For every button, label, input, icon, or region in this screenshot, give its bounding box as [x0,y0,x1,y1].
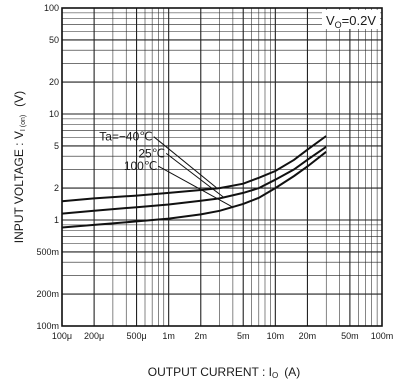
series-label: 100℃ [124,159,158,173]
series-label: Ta=−40℃ [99,130,153,144]
y-tick-label: 2 [54,183,59,193]
y-tick-label: 100 [44,3,59,13]
x-tick-label: 1m [162,331,175,341]
vo-annotation: VO=0.2V [326,13,376,30]
y-tick-labels: 100m 200m 500m 1 2 5 10 20 50 100 [36,3,59,331]
y-axis-label: INPUT VOLTAGE : VI (on)(V) [12,91,27,243]
x-tick-label: 500μ [126,331,146,341]
series-label: 25℃ [138,146,165,160]
grid-minor [62,8,382,326]
y-tick-label: 500m [36,247,59,257]
y-tick-label: 1 [54,215,59,225]
y-tick-label: 5 [54,141,59,151]
x-tick-label: 5m [237,331,250,341]
y-tick-label: 200m [36,289,59,299]
series-line [61,145,327,215]
series-leader-line [158,165,234,208]
y-tick-label: 50 [49,35,59,45]
y-tick-label: 100m [36,321,59,331]
x-tick-labels: 100μ 200μ 500μ 1m 2m 5m 10m 20m 50m 100m [52,331,393,341]
series-leader-line [165,152,225,198]
plot-frame [61,7,383,327]
x-axis-label: OUTPUT CURRENT : IO (A) [148,365,300,380]
x-tick-label: 200μ [84,331,104,341]
x-tick-label: 50m [341,331,359,341]
x-tick-label: 100μ [52,331,72,341]
series-line [61,135,327,203]
series-leader-line [153,136,217,189]
x-tick-label: 10m [267,331,285,341]
series-line [61,151,327,229]
x-tick-label: 20m [299,331,317,341]
grid-major [61,8,382,327]
y-tick-label: 20 [49,77,59,87]
series-group [61,135,327,229]
annotation-box: VO=0.2V [321,10,380,30]
x-tick-label: 100m [371,331,394,341]
x-tick-label: 2m [195,331,208,341]
y-tick-label: 10 [49,109,59,119]
